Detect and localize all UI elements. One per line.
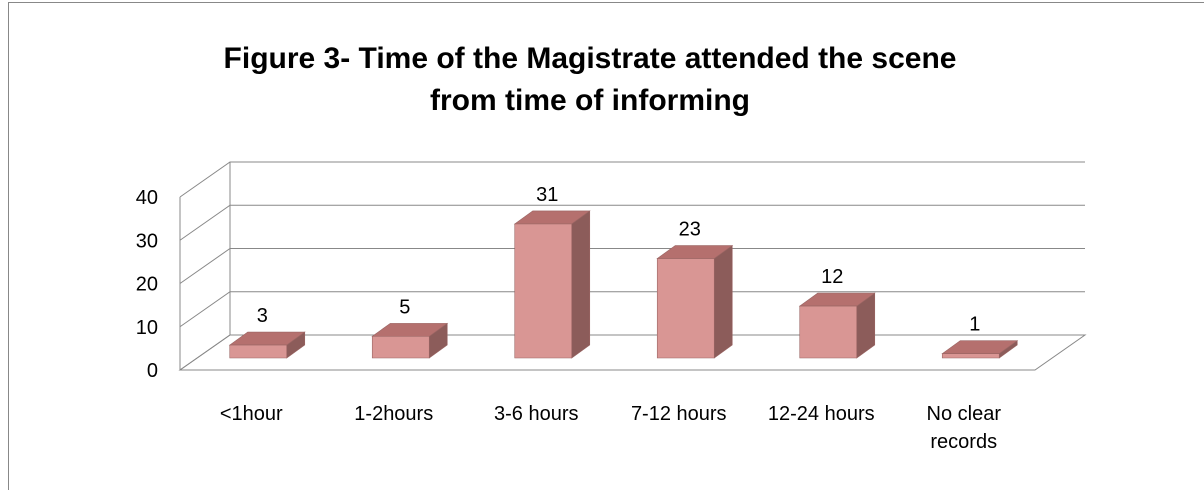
chart-title: Figure 3- Time of the Magistrate attende… [223,42,957,117]
bar-front [941,353,1000,359]
bar [371,322,449,359]
bar-front [514,223,573,359]
grid-line [179,161,1085,198]
x-tick-label: 3-6 hours [494,403,579,425]
y-tick-label: 20 [136,274,158,296]
value-label: 31 [536,184,558,206]
x-tick-label: No clear records [926,403,1001,453]
value-label: 1 [969,314,980,336]
grid-line [179,204,1085,241]
value-label: 3 [257,305,268,327]
bar-front [229,344,288,359]
grid-line [179,291,1085,328]
y-tick-label: 40 [136,187,158,209]
bar [656,244,734,359]
bar-side [571,210,591,359]
bar-front [371,336,430,359]
bar [513,210,591,359]
x-tick-label: <1hour [219,403,283,425]
bar-front [656,258,715,359]
bar-side [713,244,733,359]
value-label: 12 [821,266,843,288]
bar [228,331,306,359]
chart-border [8,2,1204,490]
value-label: 23 [679,219,701,241]
bar [941,340,1019,359]
bar-front [799,305,858,359]
y-tick-label: 10 [136,317,158,339]
x-tick-label: 12-24 hours [767,403,875,425]
y-tick-label: 30 [136,230,158,252]
x-tick-label: 1-2hours [354,403,434,425]
y-tick-label: 0 [147,360,158,382]
bar [798,292,876,359]
x-tick-label: 7-12 hours [630,403,727,425]
value-label: 5 [399,296,410,318]
grid-line [179,248,1085,284]
